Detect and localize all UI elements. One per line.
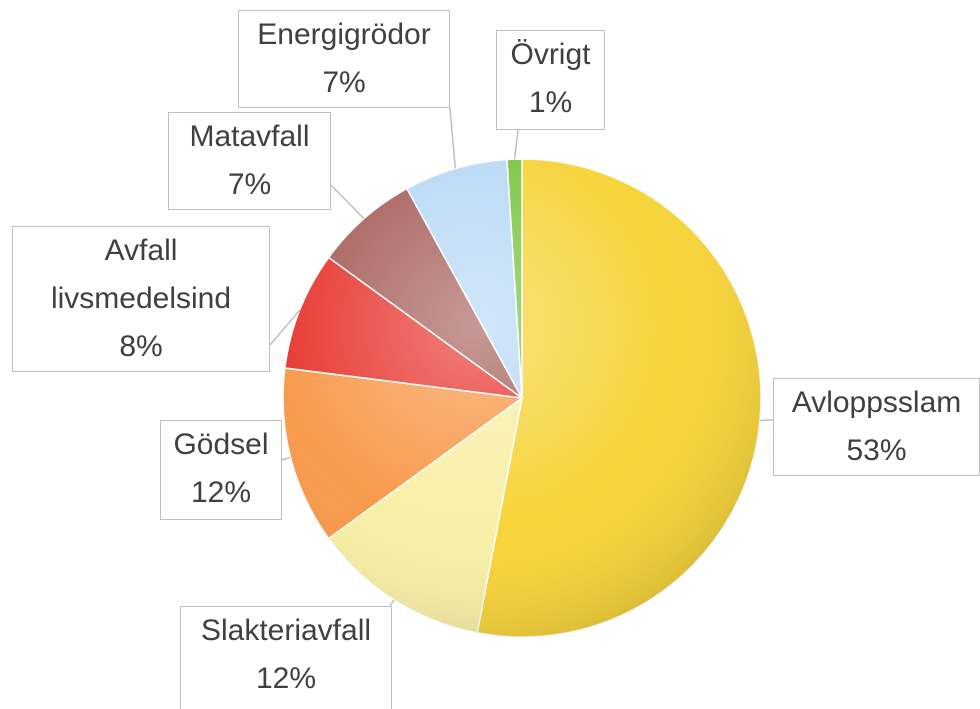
category-label: Avloppsslam [791,386,962,419]
category-label: Energigrödor [257,18,431,51]
data-label: Övrigt 1% [496,30,605,130]
value-label: 1% [528,86,573,119]
value-label: 12% [255,662,317,695]
data-label: Energigrödor 7% [238,10,450,108]
data-label: Slakteriavfall 12% [180,606,392,709]
data-label: Avfall livsmedelsind 8% [12,226,270,372]
leader-line [449,107,457,169]
category-label: Gödsel [173,428,269,461]
category-label: Matavfall [189,120,310,153]
value-label: 7% [322,66,366,99]
leader-line [330,184,365,220]
value-label: 53% [846,434,907,467]
data-label: Matavfall 7% [168,112,331,210]
value-label: 7% [227,168,272,201]
data-label: Gödsel 12% [160,420,282,520]
category-label: Slakteriavfall [200,614,372,647]
value-label: 12% [190,476,252,509]
leader-line [513,129,519,160]
data-label: Avloppsslam 53% [773,378,980,476]
value-label: 8% [119,330,163,363]
leader-line [281,456,291,461]
category-label: Övrigt [510,38,591,71]
category-label: Avfall livsmedelsind [50,234,232,315]
